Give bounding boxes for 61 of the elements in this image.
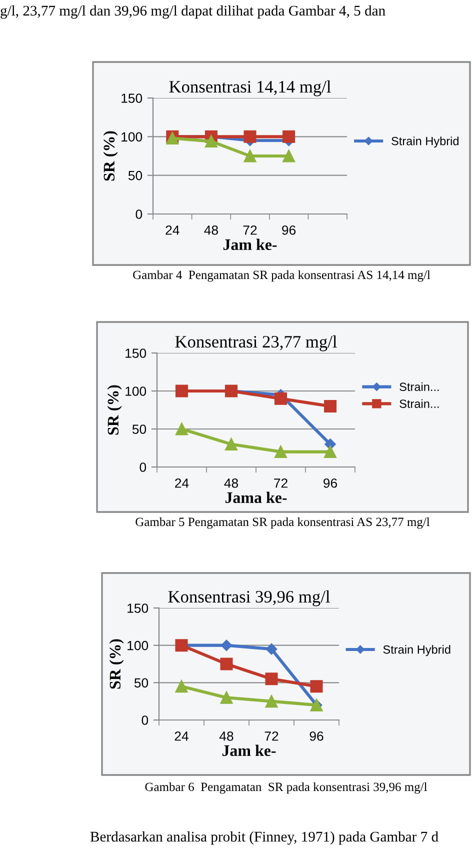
- y-tick-label: 100: [126, 386, 146, 396]
- x-tick-label: 24: [175, 478, 189, 488]
- y-axis-title: SR (%): [103, 131, 118, 181]
- y-tick-label: 50: [132, 424, 146, 434]
- point: [225, 438, 238, 450]
- x-tick-label: 96: [324, 478, 338, 488]
- y-tick-label: 50: [128, 170, 142, 180]
- y-tick-label: 50: [134, 678, 148, 688]
- point: [324, 400, 336, 412]
- point: [220, 691, 233, 704]
- x-tick-label: 72: [264, 731, 278, 741]
- point: [204, 135, 218, 148]
- text: Gambar 6 Pengamatan SR pada konsentrasi 39,96 mg/l: [145, 782, 428, 794]
- x-tick-label: 24: [166, 225, 180, 235]
- point: [265, 672, 278, 686]
- y-tick-label: 100: [122, 132, 142, 142]
- y-tick-label: 0: [142, 716, 148, 725]
- point: [282, 150, 296, 162]
- point: [274, 392, 287, 405]
- x-axis-title: Jam ke-: [222, 744, 276, 756]
- point: [220, 640, 232, 651]
- legend-label: Strain Hybrid: [383, 645, 450, 656]
- y-tick-label: 150: [122, 94, 142, 103]
- x-tick-label: 96: [282, 225, 296, 235]
- y-tick-label: 0: [140, 462, 146, 472]
- chart-title: Konsentrasi 23,77 mg/l: [175, 335, 337, 352]
- point: [175, 680, 188, 693]
- y-tick-label: 100: [128, 640, 148, 650]
- point: [282, 130, 296, 143]
- chart-title: Konsentrasi 39,96 mg/l: [168, 590, 330, 606]
- chart-title: Konsentrasi 14,14 mg/l: [169, 80, 331, 96]
- legend-label: Strain Hybrid: [392, 136, 458, 148]
- y-axis-title: SR (%): [109, 639, 124, 689]
- point: [265, 695, 278, 708]
- x-tick-label: 96: [310, 731, 324, 741]
- y-tick-label: 0: [136, 210, 142, 219]
- legend-label: Strain...: [400, 399, 439, 408]
- point: [244, 150, 256, 162]
- legend-label: Strain...: [400, 382, 439, 392]
- x-tick-label: 48: [224, 478, 238, 488]
- point: [176, 422, 188, 436]
- point: [220, 658, 233, 670]
- text: g/l, 23,77 mg/l dan 39,96 mg/l dapat dilihat pada Gambar 4, 5 dan: [0, 5, 386, 19]
- x-axis-title: Jama ke-: [225, 492, 287, 504]
- point: [324, 446, 336, 458]
- y-tick-label: 150: [128, 604, 148, 613]
- text: Gambar 4 Pengamatan SR pada konsentrasi AS 14,14 mg/l: [133, 270, 430, 282]
- point: [310, 680, 323, 693]
- x-tick-label: 72: [243, 225, 257, 235]
- x-axis-title: Jam ke-: [223, 238, 277, 250]
- x-tick-label: 24: [174, 731, 188, 741]
- point: [274, 446, 287, 458]
- y-tick-label: 150: [126, 348, 146, 358]
- point: [244, 130, 256, 143]
- text: Berdasarkan analisa probit (Finney, 1971) pada Gambar 7 d: [90, 831, 438, 845]
- x-tick-label: 72: [274, 478, 288, 488]
- point: [266, 643, 278, 655]
- x-tick-label: 48: [204, 225, 218, 235]
- y-axis-title: SR (%): [107, 385, 122, 435]
- text: Gambar 5 Pengamatan SR pada konsentrasi AS 23,77 mg/l: [136, 517, 430, 529]
- x-tick-label: 48: [219, 731, 234, 741]
